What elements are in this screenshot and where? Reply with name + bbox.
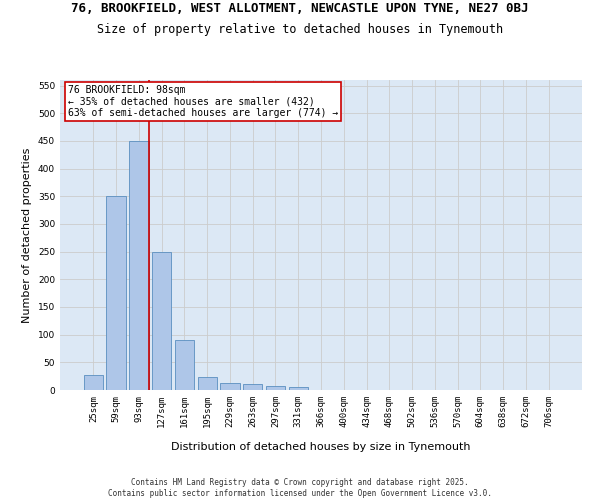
Bar (289, 387, 308, 390)
Text: Size of property relative to detached houses in Tynemouth: Size of property relative to detached ho… (97, 22, 503, 36)
Bar (84, 375, 103, 390)
Text: 76, BROOKFIELD, WEST ALLOTMENT, NEWCASTLE UPON TYNE, NE27 0BJ: 76, BROOKFIELD, WEST ALLOTMENT, NEWCASTL… (71, 2, 529, 16)
Bar (197, 378, 217, 390)
Bar (175, 340, 194, 390)
Bar (266, 386, 285, 390)
Text: Contains HM Land Registry data © Crown copyright and database right 2025.
Contai: Contains HM Land Registry data © Crown c… (108, 478, 492, 498)
Bar (106, 196, 126, 390)
Bar (129, 141, 149, 390)
Bar (243, 384, 262, 390)
Text: 76 BROOKFIELD: 98sqm
← 35% of detached houses are smaller (432)
63% of semi-deta: 76 BROOKFIELD: 98sqm ← 35% of detached h… (68, 84, 338, 118)
Bar (220, 383, 239, 390)
Bar (152, 252, 172, 390)
Text: Distribution of detached houses by size in Tynemouth: Distribution of detached houses by size … (171, 442, 471, 452)
Y-axis label: Number of detached properties: Number of detached properties (22, 148, 32, 322)
